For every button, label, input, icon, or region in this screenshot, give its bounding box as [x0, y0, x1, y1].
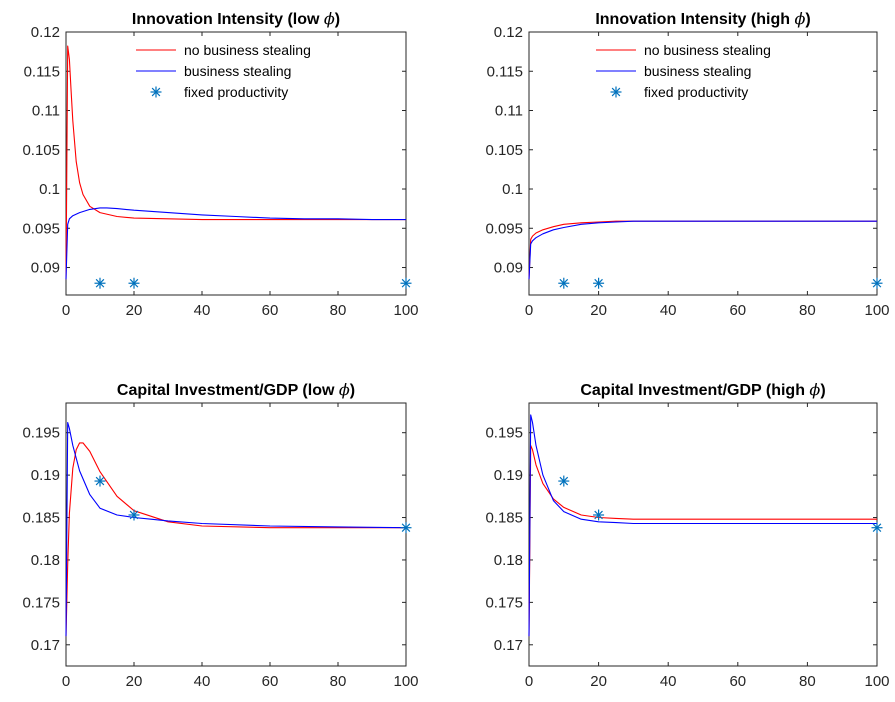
axes-frame — [528, 31, 878, 296]
legend-label: business stealing — [184, 63, 291, 79]
marker-fixed-productivity — [558, 277, 570, 289]
y-tick-label: 0.195 — [22, 425, 60, 442]
chart-panel-4: Capital Investment/GDP (high ϕ) 0 20 40 60 80… — [485, 380, 889, 690]
x-tick-label: 20 — [590, 673, 607, 690]
chart-panel-3: Capital Investment/GDP (low ϕ) 0 20 40 60 80 1… — [22, 380, 418, 690]
x-tick-label: 100 — [393, 302, 418, 319]
y-tick-label: 0.19 — [31, 467, 60, 484]
series-line-no-business-stealing — [528, 444, 877, 637]
series-line-business-stealing — [528, 414, 877, 637]
chart-title: Capital Investment/GDP (low ϕ) — [117, 380, 355, 399]
y-tick-label: 0.11 — [495, 103, 523, 120]
marker-fixed-productivity — [400, 277, 412, 289]
x-tick-label: 80 — [799, 302, 816, 319]
y-tick-label: 0.185 — [485, 510, 523, 527]
x-tick-label: 80 — [799, 673, 816, 690]
chart-title: Innovation Intensity (high ϕ) — [595, 9, 810, 28]
y-tick-label: 0.09 — [31, 260, 60, 277]
axes-frame — [65, 402, 407, 667]
legend-label: fixed productivity — [184, 84, 288, 100]
y-tick-label: 0.1 — [39, 181, 60, 198]
x-tick-label: 100 — [864, 302, 889, 319]
marker-fixed-productivity — [871, 277, 883, 289]
series-line-no-business-stealing — [65, 442, 406, 637]
x-tick-label: 0 — [62, 302, 70, 319]
x-tick-label: 20 — [126, 302, 143, 319]
y-tick-label: 0.095 — [22, 220, 60, 237]
y-tick-label: 0.095 — [485, 220, 523, 237]
y-tick-label: 0.195 — [485, 425, 523, 442]
y-tick-label: 0.19 — [494, 467, 523, 484]
marker-fixed-productivity — [128, 509, 140, 521]
series-line-no-business-stealing — [65, 45, 406, 280]
x-tick-label: 40 — [660, 302, 677, 319]
series-line-business-stealing — [528, 220, 877, 280]
marker-fixed-productivity — [94, 475, 106, 487]
series-line-no-business-stealing — [528, 220, 877, 280]
y-tick-label: 0.18 — [494, 552, 523, 569]
y-tick-label: 0.185 — [22, 510, 60, 527]
y-tick-label: 0.18 — [31, 552, 60, 569]
chart-title: Innovation Intensity (low ϕ) — [132, 9, 340, 28]
x-tick-label: 60 — [262, 673, 279, 690]
y-tick-label: 0.09 — [494, 260, 523, 277]
x-tick-label: 0 — [62, 673, 70, 690]
x-tick-label: 60 — [262, 302, 279, 319]
marker-fixed-productivity — [593, 277, 605, 289]
axes-frame — [528, 402, 878, 667]
y-tick-label: 0.115 — [24, 63, 60, 80]
y-tick-label: 0.105 — [22, 142, 60, 159]
axes-frame — [65, 31, 407, 296]
x-tick-label: 0 — [525, 302, 533, 319]
y-tick-label: 0.12 — [494, 24, 523, 41]
x-tick-label: 40 — [660, 673, 677, 690]
chart-panel-1: Innovation Intensity (low ϕ) 0 20 40 60 80 100… — [22, 9, 418, 319]
legend-label: no business stealing — [184, 42, 311, 58]
legend-label: no business stealing — [644, 42, 771, 58]
y-tick-label: 0.1 — [502, 181, 523, 198]
y-tick-label: 0.11 — [32, 103, 60, 120]
x-tick-label: 20 — [126, 673, 143, 690]
marker-fixed-productivity — [871, 522, 883, 534]
legend: no business stealing business stealing fix… — [136, 42, 311, 100]
series-line-business-stealing — [65, 421, 407, 637]
x-tick-label: 40 — [194, 302, 211, 319]
x-tick-label: 60 — [729, 302, 746, 319]
chart-panel-2: Innovation Intensity (high ϕ) 0 20 40 60 80 10… — [485, 9, 889, 319]
marker-fixed-productivity — [94, 277, 106, 289]
y-tick-label: 0.175 — [22, 594, 60, 611]
legend-label: fixed productivity — [644, 84, 748, 100]
legend-marker — [150, 86, 162, 98]
y-tick-label: 0.17 — [31, 637, 60, 654]
chart-title: Capital Investment/GDP (high ϕ) — [580, 380, 825, 399]
x-tick-label: 80 — [330, 302, 347, 319]
x-tick-label: 80 — [330, 673, 347, 690]
x-tick-label: 60 — [729, 673, 746, 690]
x-tick-label: 40 — [194, 673, 211, 690]
legend: no business stealing business stealing fix… — [596, 42, 771, 100]
y-tick-label: 0.17 — [494, 637, 523, 654]
x-tick-label: 100 — [864, 673, 889, 690]
y-tick-label: 0.115 — [487, 63, 523, 80]
x-tick-label: 20 — [590, 302, 607, 319]
marker-fixed-productivity — [400, 522, 412, 534]
marker-fixed-productivity — [593, 509, 605, 521]
y-tick-label: 0.175 — [485, 594, 523, 611]
series-line-business-stealing — [65, 207, 406, 280]
y-tick-label: 0.105 — [485, 142, 523, 159]
legend-label: business stealing — [644, 63, 751, 79]
y-tick-label: 0.12 — [31, 24, 60, 41]
x-tick-label: 0 — [525, 673, 533, 690]
legend-marker — [610, 86, 622, 98]
marker-fixed-productivity — [128, 277, 140, 289]
marker-fixed-productivity — [558, 475, 570, 487]
x-tick-label: 100 — [393, 673, 418, 690]
